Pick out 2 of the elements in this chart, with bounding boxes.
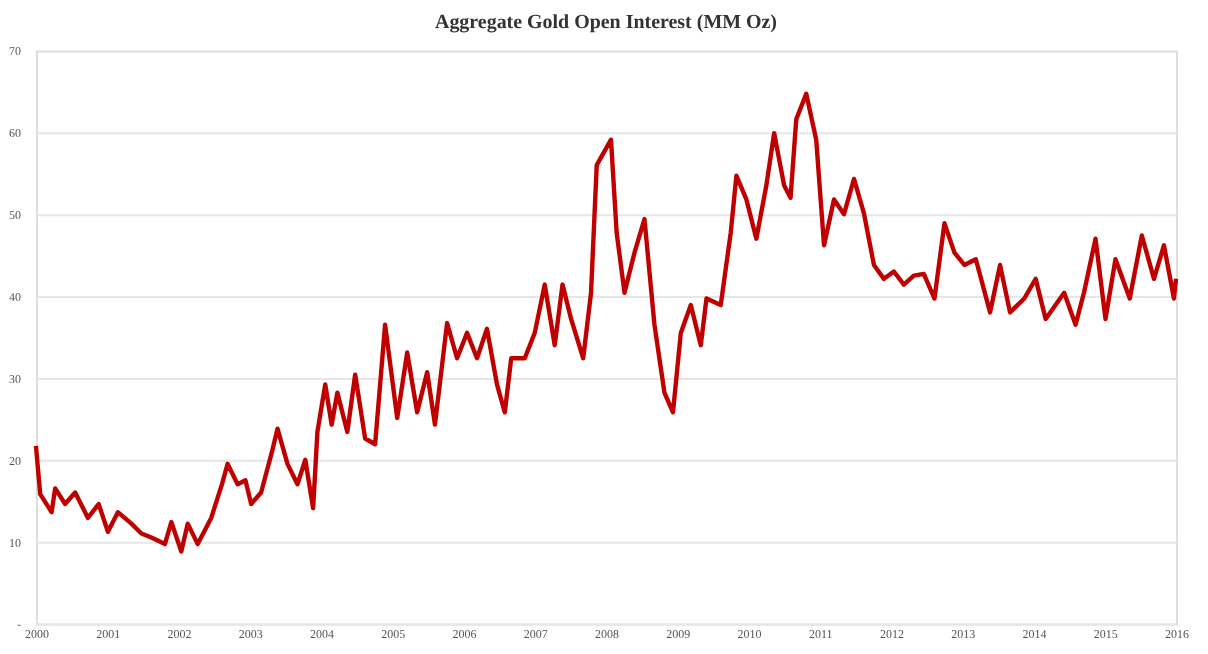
chart-title: Aggregate Gold Open Interest (MM Oz) — [434, 12, 778, 35]
line-series — [33, 91, 1179, 554]
